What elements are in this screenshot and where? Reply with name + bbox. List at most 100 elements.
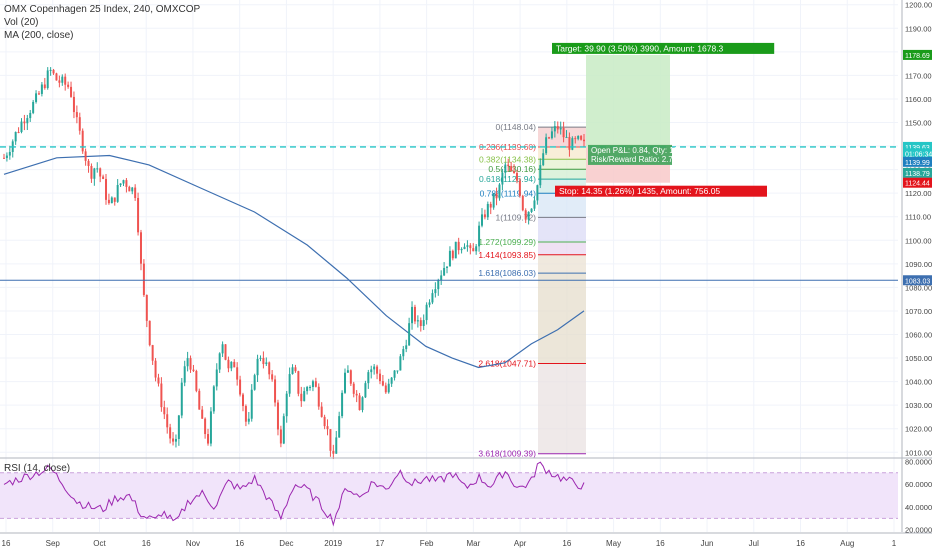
candle [556, 121, 559, 134]
time-tick-label: Aug [840, 539, 854, 548]
candle [419, 317, 422, 332]
candle [40, 82, 43, 97]
fib-band [538, 159, 586, 170]
risk-reward-label: Risk/Reward Ratio: 2.78 [591, 155, 678, 164]
candle [583, 134, 585, 147]
fib-band [538, 217, 586, 242]
candle-body [556, 126, 559, 130]
candle [99, 167, 102, 183]
candle [84, 148, 87, 166]
candle-body [518, 180, 521, 196]
candle-body [134, 187, 137, 198]
candle-body [326, 426, 329, 430]
candle [139, 229, 142, 271]
candle [46, 67, 49, 90]
candle-body [408, 323, 411, 346]
candle [396, 370, 399, 374]
price-tick-label: 1010.00 [905, 448, 932, 457]
candle [498, 183, 501, 201]
candle [268, 361, 271, 380]
candle [236, 362, 239, 386]
candle-body [26, 118, 29, 124]
volume-indicator-label[interactable]: Vol (20) [4, 17, 39, 28]
candle-body [411, 306, 414, 324]
candle [326, 419, 329, 436]
candle [274, 375, 277, 407]
candle-body [524, 210, 527, 220]
candle-body [533, 200, 536, 209]
candle-body [137, 197, 140, 233]
candle-body [99, 168, 102, 177]
fib-level-label: 3.618(1009.39) [478, 449, 536, 459]
candle-body [373, 366, 376, 370]
candle [256, 354, 259, 383]
candle [530, 208, 533, 214]
candle-body [335, 437, 338, 454]
fib-level-label: 1.272(1099.29) [478, 237, 536, 247]
candle-body [527, 211, 530, 220]
candle [539, 158, 542, 189]
price-badge-label: 1083.03 [905, 278, 930, 285]
candle-body [209, 411, 212, 444]
candle [17, 127, 20, 134]
candle [282, 413, 285, 445]
candle-body [381, 381, 384, 386]
fib-band [538, 193, 586, 218]
candle-body [198, 390, 201, 410]
fib-level-label: 0(1148.04) [496, 122, 537, 132]
candle-body [107, 199, 110, 204]
candle-body [8, 151, 11, 156]
candle [466, 240, 469, 252]
candle [402, 345, 405, 361]
candle-body [291, 367, 294, 375]
candle [434, 282, 437, 298]
candle-body [562, 128, 565, 138]
time-tick-label: May [606, 539, 621, 548]
candle-body [279, 429, 282, 444]
candle-body [580, 135, 583, 140]
candle [279, 425, 282, 448]
candle [454, 241, 457, 259]
candle-body [32, 101, 35, 113]
price-badge [903, 156, 932, 167]
candle [209, 407, 212, 447]
candle [463, 243, 466, 250]
candle-body [180, 382, 183, 416]
candle [81, 128, 84, 154]
candle-body [346, 370, 349, 373]
candle [87, 158, 90, 173]
candle [294, 364, 297, 373]
candle-body [434, 289, 437, 294]
candle [408, 317, 411, 346]
fib-band [538, 254, 586, 274]
candle [472, 243, 475, 252]
candle [355, 390, 358, 403]
candle [384, 382, 387, 394]
candle-body [314, 381, 317, 387]
candle [26, 114, 29, 130]
candle-body [402, 349, 405, 357]
rsi-tick-label: 40.0000 [905, 503, 932, 512]
candle-body [160, 383, 163, 408]
candle [448, 246, 451, 267]
candle-body [550, 131, 553, 139]
candle [172, 432, 175, 446]
rsi-indicator-label[interactable]: RSI (14, close) [4, 463, 71, 474]
candle-body [14, 131, 17, 142]
price-tick-label: 1070.00 [905, 307, 932, 316]
horizontal-lines [0, 146, 898, 281]
candle [227, 356, 230, 373]
candle-body [536, 185, 539, 201]
ma-indicator-label[interactable]: MA (200, close) [4, 30, 74, 41]
candle [489, 201, 492, 215]
candle [230, 361, 233, 372]
candle-body [463, 246, 466, 250]
candle [521, 194, 524, 212]
candle [142, 259, 145, 297]
candle [545, 133, 548, 155]
symbol-title[interactable]: OMX Copenhagen 25 Index, 240, OMXCOP [4, 4, 201, 15]
candle [183, 360, 186, 387]
candle [381, 374, 384, 387]
candle [469, 243, 472, 255]
candle-body [169, 427, 172, 439]
